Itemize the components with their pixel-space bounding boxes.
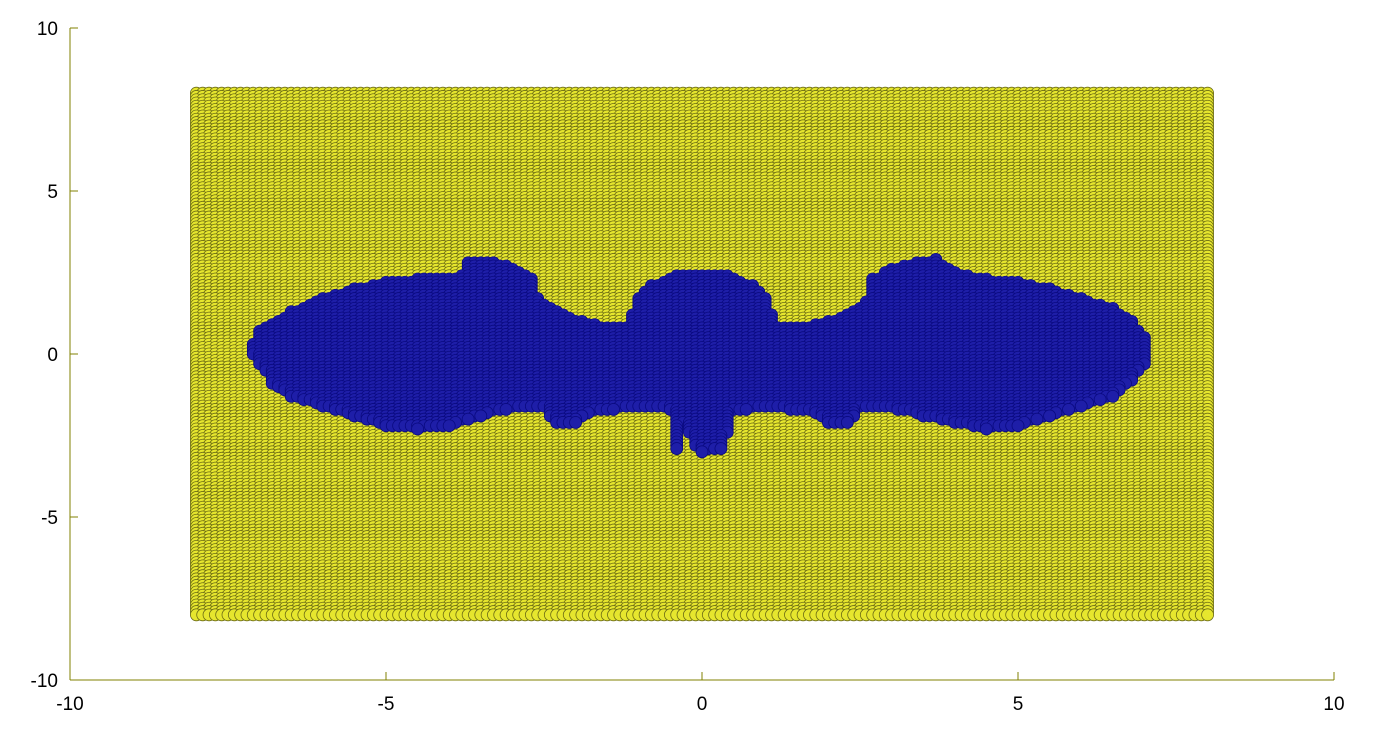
outside-series xyxy=(189,86,1214,622)
points-layer xyxy=(189,86,1214,622)
